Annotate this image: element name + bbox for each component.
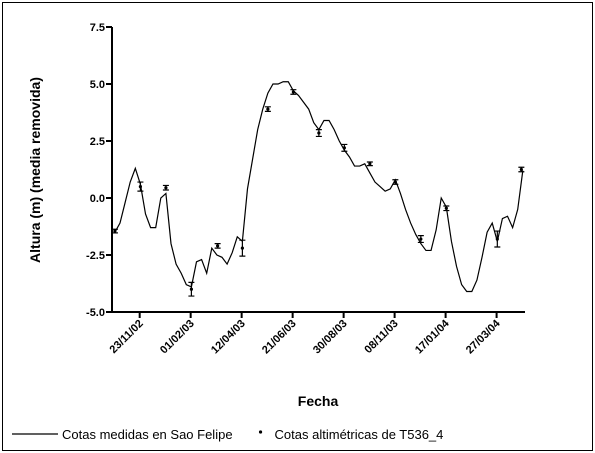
- y-tick-label: 2.5: [90, 136, 105, 148]
- x-tick-label: 23/11/02: [107, 318, 145, 356]
- point: [266, 107, 270, 111]
- point: [164, 186, 168, 190]
- y-tick-label: 5.0: [90, 79, 105, 91]
- point: [519, 167, 523, 172]
- error-point: [290, 89, 297, 95]
- error-point: [443, 205, 450, 212]
- point: [216, 244, 220, 248]
- error-point: [111, 228, 118, 234]
- x-tick-label: 08/11/03: [362, 318, 400, 356]
- point: [113, 229, 117, 233]
- error-point: [162, 184, 169, 191]
- point: [393, 180, 397, 184]
- error-point: [518, 166, 525, 173]
- point: [368, 162, 372, 166]
- error-point: [366, 161, 373, 167]
- x-tick-label: 01/02/03: [158, 318, 197, 357]
- line-series: [114, 81, 524, 293]
- legend-dot: [258, 430, 263, 434]
- y-tick-label: 0.0: [90, 193, 105, 205]
- x-tick-label: 21/06/03: [260, 318, 299, 357]
- x-tick-label: 17/01/04: [413, 317, 452, 356]
- y-tick-label: -2.5: [86, 250, 105, 262]
- point: [291, 90, 295, 94]
- legend-label: Cotas altimétricas de T536_4: [275, 427, 444, 442]
- error-point: [392, 179, 399, 185]
- error-point: [417, 235, 424, 244]
- point: [342, 146, 346, 150]
- error-point: [137, 181, 144, 192]
- point: [419, 237, 423, 241]
- point: [495, 237, 499, 241]
- point: [444, 206, 448, 210]
- point: [189, 287, 193, 291]
- y-tick-label: -5.0: [86, 307, 105, 319]
- legend-label: Cotas medidas en Sao Felipe: [62, 427, 233, 442]
- point: [317, 131, 321, 135]
- error-point: [494, 230, 501, 248]
- error-point: [264, 106, 271, 112]
- error-point: [214, 243, 221, 249]
- x-tick-label: 12/04/03: [209, 318, 248, 357]
- error-point: [188, 281, 195, 297]
- point: [138, 185, 143, 189]
- x-axis-title: Fecha: [298, 393, 339, 409]
- error-point: [341, 143, 348, 152]
- x-tick-label: 30/08/03: [311, 318, 350, 357]
- y-axis-title: Altura (m) (media removida): [27, 77, 43, 263]
- error-point: [239, 239, 246, 257]
- x-tick-label: 27/03/04: [464, 317, 503, 356]
- error-point: [315, 129, 322, 138]
- y-tick-label: 7.5: [90, 22, 105, 34]
- point: [240, 246, 244, 250]
